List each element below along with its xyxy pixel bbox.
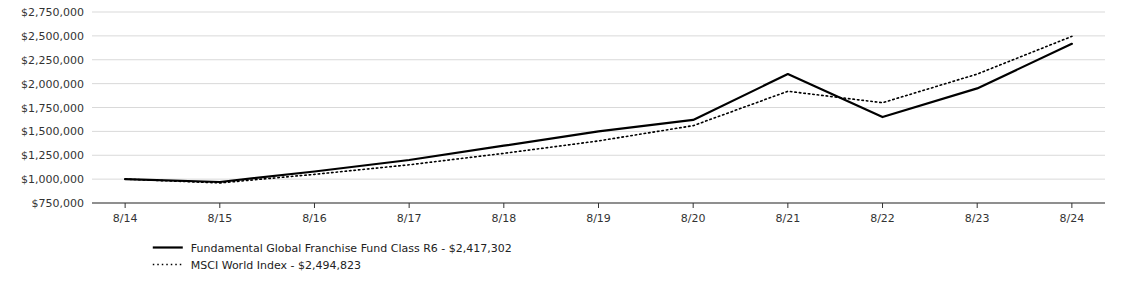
x-tick-label: 8/15 — [207, 212, 232, 225]
x-tick-label: 8/17 — [397, 212, 422, 225]
x-tick-label: 8/18 — [491, 212, 516, 225]
y-tick-label: $2,000,000 — [21, 78, 84, 91]
grid-line — [92, 12, 1105, 13]
y-tick-label: $2,750,000 — [21, 6, 84, 19]
x-tick-label: 8/14 — [113, 212, 138, 225]
grid — [92, 12, 1105, 203]
y-tick-label: $750,000 — [32, 197, 85, 210]
lines — [125, 36, 1072, 183]
legend-swatch — [153, 246, 183, 248]
x-tick — [598, 203, 599, 208]
y-tick-label: $1,000,000 — [21, 173, 84, 186]
x-tick — [977, 203, 978, 208]
x-tick — [503, 203, 504, 208]
legend-label: Fundamental Global Franchise Fund Class … — [191, 242, 512, 255]
x-tick — [314, 203, 315, 208]
y-tick-label: $1,750,000 — [21, 102, 84, 115]
chart: $750,000 $1,000,000 $1,250,000 $1,500,000 $1… — [0, 0, 1129, 281]
grid-line — [92, 107, 1105, 108]
legend-swatch — [153, 264, 183, 266]
y-tick-label: $2,500,000 — [21, 30, 84, 43]
x-tick — [787, 203, 788, 208]
x-tick-label: 8/23 — [965, 212, 990, 225]
legend: Fundamental Global Franchise Fund Class … — [153, 242, 512, 272]
grid-line — [92, 155, 1105, 156]
y-tick-label: $1,250,000 — [21, 149, 84, 162]
x-tick — [882, 203, 883, 208]
grid-line — [92, 35, 1105, 36]
x-tick — [125, 203, 126, 208]
x-tick-label: 8/19 — [586, 212, 611, 225]
x-tick-label: 8/22 — [870, 212, 895, 225]
y-tick-label: $2,250,000 — [21, 54, 84, 67]
x-tick — [693, 203, 694, 208]
x-tick — [219, 203, 220, 208]
y-tick-label: $1,500,000 — [21, 125, 84, 138]
x-tick-label: 8/24 — [1060, 212, 1085, 225]
grid-line — [92, 59, 1105, 60]
x-tick — [409, 203, 410, 208]
grid-line — [92, 83, 1105, 84]
legend-label: MSCI World Index - $2,494,823 — [191, 259, 361, 272]
x-tick — [1071, 203, 1072, 208]
series-line — [125, 44, 1072, 182]
series-line — [125, 36, 1072, 183]
x-tick-label: 8/16 — [302, 212, 327, 225]
x-tick-label: 8/21 — [775, 212, 800, 225]
x-tick-label: 8/20 — [681, 212, 706, 225]
